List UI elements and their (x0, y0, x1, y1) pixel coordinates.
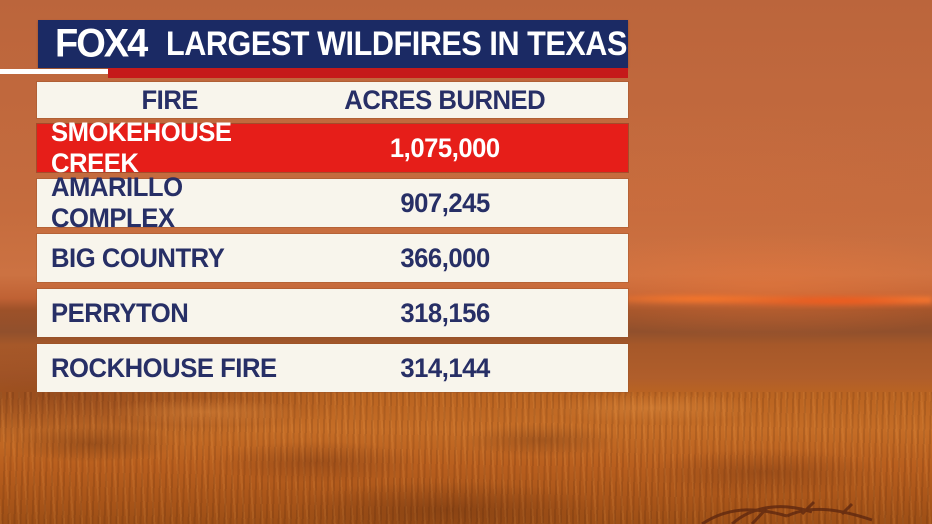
acres-value: 314,144 (400, 352, 490, 383)
column-header-fire: FIRE (141, 84, 199, 115)
fire-name: BIG COUNTRY (51, 242, 225, 273)
fire-name: SMOKEHOUSE CREEK (51, 117, 232, 178)
acres-value: 907,245 (400, 187, 490, 218)
header-bar: FOX4 LARGEST WILDFIRES IN TEXAS (38, 20, 628, 68)
header-accent-white (0, 69, 108, 74)
wildfires-table: FIRE ACRES BURNED SMOKEHOUSE CREEK 1,075… (37, 82, 628, 399)
column-header-acres-burned: ACRES BURNED (344, 84, 546, 115)
table-row: PERRYTON 318,156 (37, 289, 628, 337)
branch-silhouette-icon (701, 500, 873, 524)
table-row: SMOKEHOUSE CREEK 1,075,000 (37, 117, 628, 178)
burned-grassland-foreground (0, 392, 932, 524)
acres-value: 366,000 (400, 242, 490, 273)
acres-value: 318,156 (400, 297, 490, 328)
fire-name: PERRYTON (51, 297, 189, 328)
table-header-row: FIRE ACRES BURNED (37, 82, 628, 118)
acres-value: 1,075,000 (389, 132, 500, 163)
horizon-fire-line (598, 291, 932, 309)
fire-name: ROCKHOUSE FIRE (51, 352, 277, 383)
table-row: AMARILLO COMPLEX 907,245 (37, 172, 628, 233)
fire-name: AMARILLO COMPLEX (51, 172, 183, 233)
header-accent-red (108, 68, 628, 78)
table-row: BIG COUNTRY 366,000 (37, 234, 628, 282)
table-row: ROCKHOUSE FIRE 314,144 (37, 344, 628, 392)
fox4-logo: FOX4 (55, 21, 148, 66)
page-title: LARGEST WILDFIRES IN TEXAS (166, 24, 628, 63)
